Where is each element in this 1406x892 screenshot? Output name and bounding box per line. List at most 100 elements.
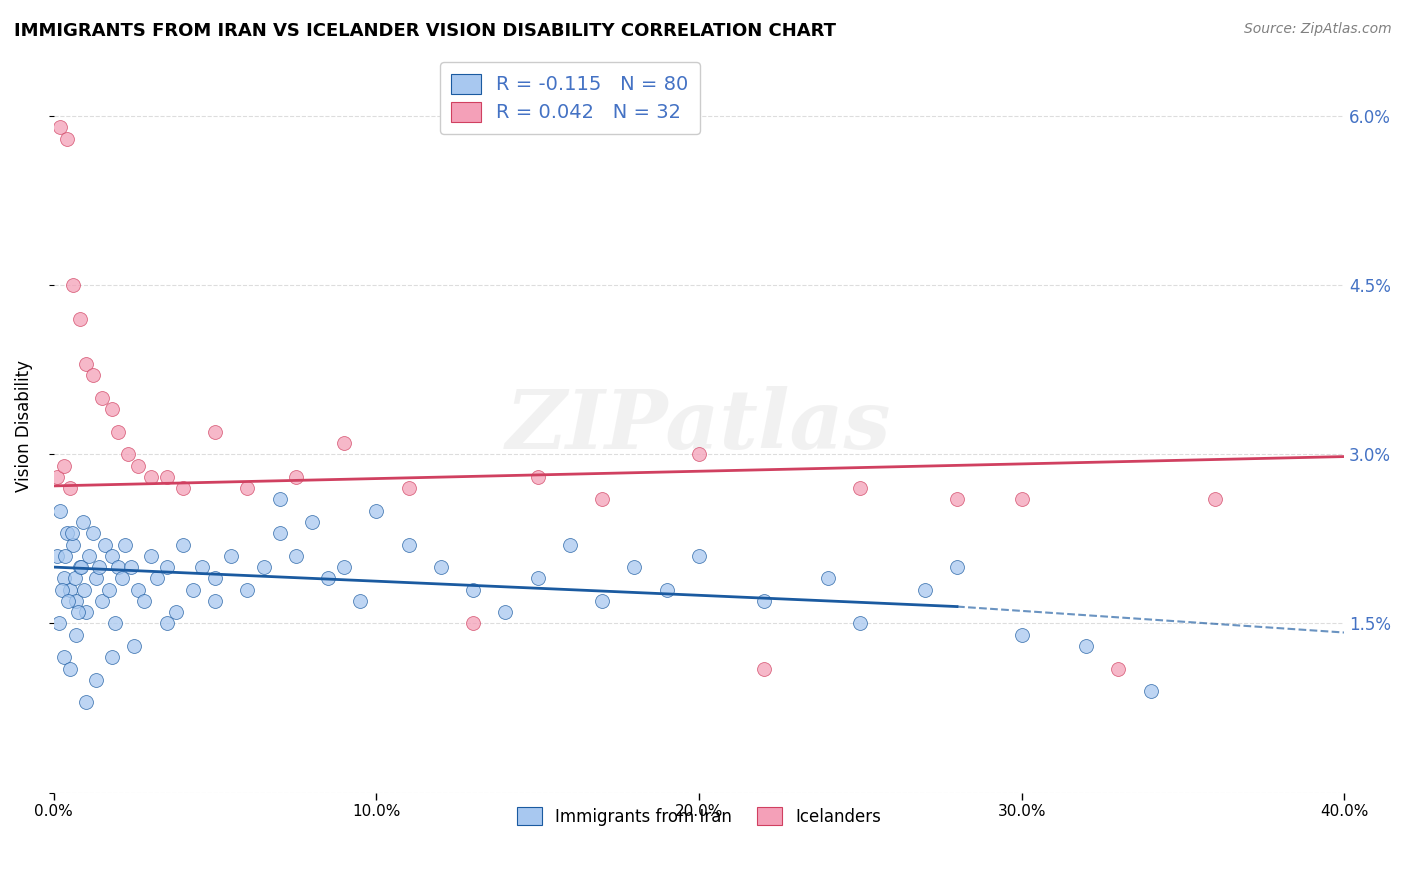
Point bbox=[94, 537, 117, 551]
Point bbox=[946, 560, 969, 574]
Point bbox=[284, 470, 307, 484]
Point bbox=[1074, 639, 1097, 653]
Point bbox=[1139, 684, 1161, 698]
Point bbox=[69, 312, 91, 326]
Point bbox=[688, 549, 710, 563]
Point bbox=[204, 425, 226, 439]
Point bbox=[59, 481, 82, 495]
Point bbox=[84, 673, 107, 687]
Point bbox=[463, 616, 485, 631]
Point bbox=[59, 582, 82, 597]
Point bbox=[49, 120, 72, 135]
Point bbox=[316, 571, 339, 585]
Point bbox=[946, 492, 969, 507]
Point bbox=[204, 594, 226, 608]
Point bbox=[655, 582, 678, 597]
Point bbox=[70, 560, 93, 574]
Point bbox=[146, 571, 169, 585]
Point bbox=[52, 650, 75, 665]
Point bbox=[1011, 628, 1033, 642]
Point bbox=[91, 594, 114, 608]
Point bbox=[124, 639, 146, 653]
Point bbox=[87, 560, 110, 574]
Point bbox=[79, 549, 101, 563]
Point bbox=[526, 470, 548, 484]
Point bbox=[127, 458, 149, 473]
Text: IMMIGRANTS FROM IRAN VS ICELANDER VISION DISABILITY CORRELATION CHART: IMMIGRANTS FROM IRAN VS ICELANDER VISION… bbox=[14, 22, 837, 40]
Point bbox=[494, 605, 516, 619]
Point bbox=[849, 616, 872, 631]
Point bbox=[84, 571, 107, 585]
Point bbox=[91, 391, 114, 405]
Point bbox=[58, 594, 80, 608]
Point bbox=[51, 582, 73, 597]
Point bbox=[82, 526, 104, 541]
Point bbox=[301, 515, 323, 529]
Point bbox=[463, 582, 485, 597]
Point bbox=[284, 549, 307, 563]
Point bbox=[269, 526, 291, 541]
Point bbox=[114, 537, 136, 551]
Legend: Immigrants from Iran, Icelanders: Immigrants from Iran, Icelanders bbox=[506, 797, 891, 836]
Point bbox=[333, 560, 356, 574]
Point bbox=[558, 537, 581, 551]
Point bbox=[269, 492, 291, 507]
Point bbox=[204, 571, 226, 585]
Point bbox=[127, 582, 149, 597]
Point bbox=[430, 560, 453, 574]
Point bbox=[1107, 662, 1129, 676]
Point bbox=[236, 481, 259, 495]
Point bbox=[66, 605, 89, 619]
Point bbox=[172, 537, 194, 551]
Point bbox=[398, 537, 420, 551]
Text: ZIPatlas: ZIPatlas bbox=[506, 386, 891, 467]
Point bbox=[156, 560, 179, 574]
Point bbox=[101, 402, 124, 417]
Point bbox=[134, 594, 156, 608]
Point bbox=[623, 560, 645, 574]
Point bbox=[104, 616, 127, 631]
Point bbox=[219, 549, 242, 563]
Point bbox=[156, 616, 179, 631]
Point bbox=[366, 504, 388, 518]
Point bbox=[191, 560, 214, 574]
Point bbox=[82, 368, 104, 383]
Point bbox=[46, 470, 69, 484]
Point bbox=[52, 458, 75, 473]
Point bbox=[333, 436, 356, 450]
Point bbox=[591, 492, 613, 507]
Point bbox=[236, 582, 259, 597]
Point bbox=[120, 560, 142, 574]
Point bbox=[49, 504, 72, 518]
Point bbox=[60, 526, 83, 541]
Point bbox=[181, 582, 204, 597]
Point bbox=[172, 481, 194, 495]
Point bbox=[65, 594, 87, 608]
Point bbox=[62, 537, 84, 551]
Point bbox=[752, 594, 775, 608]
Point bbox=[75, 605, 97, 619]
Point bbox=[46, 549, 69, 563]
Point bbox=[817, 571, 839, 585]
Y-axis label: Vision Disability: Vision Disability bbox=[15, 360, 32, 492]
Point bbox=[63, 571, 86, 585]
Point bbox=[252, 560, 274, 574]
Text: Source: ZipAtlas.com: Source: ZipAtlas.com bbox=[1244, 22, 1392, 37]
Point bbox=[1011, 492, 1033, 507]
Point bbox=[107, 425, 129, 439]
Point bbox=[139, 549, 162, 563]
Point bbox=[349, 594, 371, 608]
Point bbox=[59, 662, 82, 676]
Point bbox=[117, 447, 139, 461]
Point bbox=[398, 481, 420, 495]
Point bbox=[75, 357, 97, 371]
Point bbox=[97, 582, 120, 597]
Point bbox=[53, 549, 76, 563]
Point bbox=[156, 470, 179, 484]
Point bbox=[69, 560, 91, 574]
Point bbox=[52, 571, 75, 585]
Point bbox=[688, 447, 710, 461]
Point bbox=[139, 470, 162, 484]
Point bbox=[73, 582, 96, 597]
Point bbox=[101, 549, 124, 563]
